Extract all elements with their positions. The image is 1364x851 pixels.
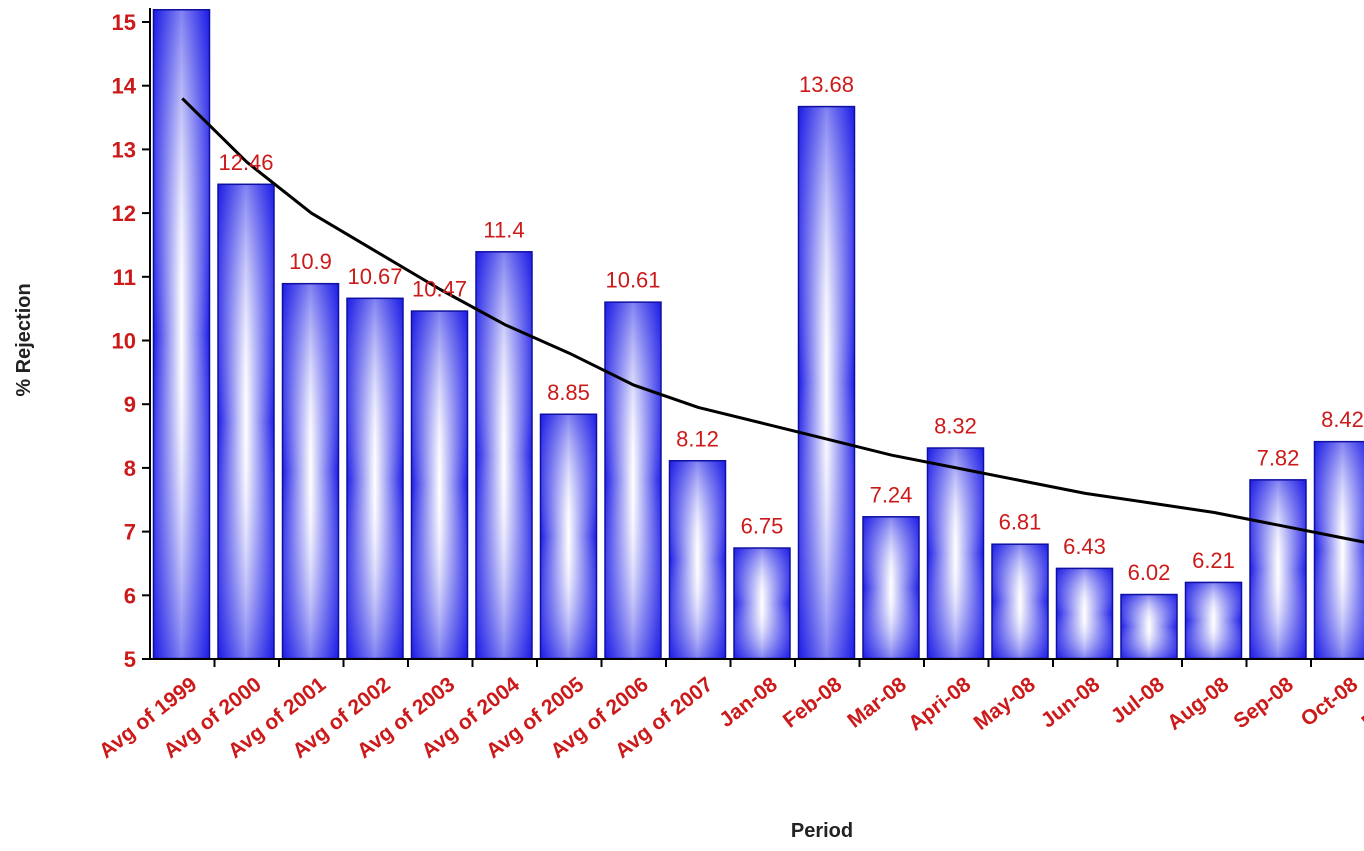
- bar: [346, 297, 404, 659]
- bar: [926, 447, 985, 659]
- x-tick-label: Feb-08: [779, 673, 847, 733]
- bar: [1249, 479, 1307, 659]
- y-tick-label: 13: [112, 137, 136, 162]
- bar: [281, 282, 340, 659]
- y-tick-label: 15: [112, 10, 136, 35]
- data-label: 7.24: [870, 482, 913, 507]
- bar: [991, 543, 1049, 659]
- y-tick-label: 10: [112, 329, 136, 354]
- data-label: 13.68: [799, 72, 854, 97]
- data-label: 6.81: [999, 510, 1042, 535]
- bar: [1120, 593, 1178, 659]
- data-label: 7.82: [1257, 445, 1300, 470]
- data-label: 10.61: [605, 268, 660, 293]
- y-tick-label: 7: [124, 520, 136, 545]
- y-axis-title: % Rejection: [13, 283, 35, 396]
- y-tick-label: 5: [124, 647, 136, 672]
- bar: [217, 183, 275, 659]
- data-label: 6.21: [1192, 548, 1235, 573]
- x-tick-label: Jun-08: [1037, 673, 1105, 733]
- bar: [797, 105, 856, 659]
- bar: [1055, 567, 1114, 659]
- x-tick-label: Nov-08: [1357, 673, 1364, 734]
- y-tick-label: 11: [113, 265, 136, 290]
- trendline-group: [181, 97, 1364, 544]
- bar: [539, 413, 598, 659]
- bar: [1184, 581, 1243, 659]
- bar: [410, 310, 469, 659]
- bar: [152, 9, 211, 659]
- y-tick-label: 14: [112, 74, 137, 99]
- y-tick-label: 9: [124, 392, 136, 417]
- y-tick-label: 6: [124, 583, 136, 608]
- bar: [862, 516, 920, 659]
- x-tick-label: Sep-08: [1229, 673, 1298, 734]
- data-label: 6.43: [1063, 534, 1106, 559]
- bar: [475, 251, 533, 659]
- data-label: 8.42: [1321, 407, 1364, 432]
- bar: [733, 547, 791, 659]
- y-tick-label: 12: [112, 201, 136, 226]
- data-label: 10.47: [412, 277, 467, 302]
- bar: [668, 460, 727, 659]
- data-label: 10.9: [289, 249, 332, 274]
- x-tick-label: Jan-08: [715, 673, 782, 732]
- data-label: 10.67: [347, 264, 402, 289]
- data-label: 8.12: [676, 426, 719, 451]
- y-tick-label: 8: [124, 456, 136, 481]
- x-tick-label: May-08: [970, 673, 1041, 735]
- data-label: 6.75: [741, 514, 784, 539]
- data-label: 11.4: [483, 217, 524, 242]
- data-label: 8.85: [547, 380, 590, 405]
- bar: [1313, 440, 1364, 659]
- data-label: 6.02: [1128, 560, 1171, 585]
- x-tick-label: Mar-08: [843, 673, 911, 733]
- bar: [604, 301, 662, 659]
- y-axis: 5 6 7 8 9 10 11 12 13 14 15: [112, 8, 151, 672]
- x-tick-label: Aug-08: [1163, 673, 1233, 735]
- data-labels: 12.46 10.9 10.67 10.47 11.4 8.85 10.61 8.12 6.75…: [218, 72, 1363, 585]
- x-tick-label: Jul-08: [1107, 673, 1169, 729]
- x-tick-label: Apri-08: [904, 673, 975, 736]
- trendline: [181, 97, 1364, 544]
- x-tick-label: Oct-08: [1297, 673, 1363, 732]
- x-axis-title: Period: [791, 820, 853, 842]
- data-label: 12.46: [218, 150, 273, 175]
- data-label: 8.32: [934, 414, 977, 439]
- bars: [152, 9, 1364, 659]
